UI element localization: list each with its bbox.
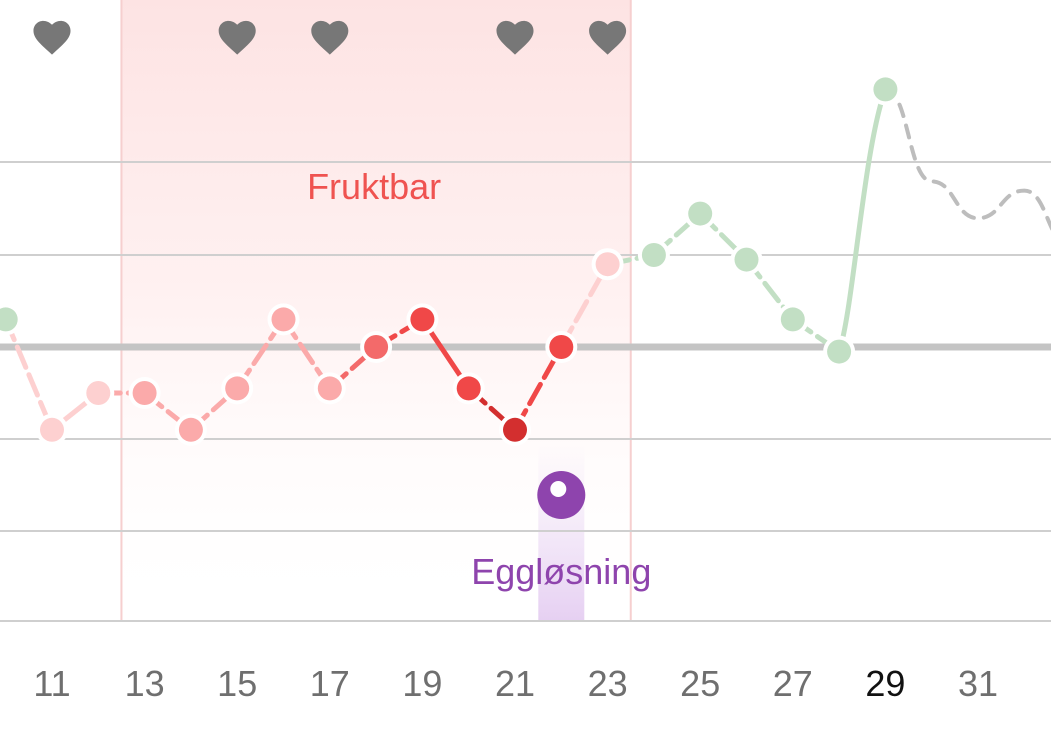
x-tick-label: 19	[402, 663, 442, 704]
heart-icon	[33, 20, 71, 55]
temperature-point	[225, 376, 250, 401]
temperature-point	[827, 339, 852, 364]
gridlines	[0, 161, 1051, 622]
temperature-point	[595, 252, 620, 277]
prediction-line	[883, 87, 1051, 231]
temperature-segment	[836, 86, 888, 355]
x-tick-label: 25	[680, 663, 720, 704]
x-tick-label: 23	[588, 663, 628, 704]
temperature-points	[0, 73, 902, 446]
x-tick-label: 27	[773, 663, 813, 704]
temperature-point	[456, 376, 481, 401]
x-tick-label: 29	[865, 663, 905, 704]
fertile-label: Fruktbar	[307, 166, 441, 207]
x-tick-label: 11	[33, 663, 70, 704]
prediction-curve	[883, 87, 1051, 231]
temperature-point	[549, 335, 574, 359]
temperature-point	[641, 243, 666, 267]
temperature-point	[86, 381, 111, 405]
ovulation-label: Eggløsning	[471, 551, 651, 592]
ovulation-marker	[537, 471, 586, 519]
temperature-point	[132, 381, 157, 405]
temperature-point	[734, 247, 759, 272]
x-axis-ticks: 11 13 15 17 19 21 23 25 27 29 31	[33, 663, 998, 704]
temperature-point	[364, 335, 389, 359]
x-tick-label: 31	[958, 663, 998, 704]
ovulation-icon-dot	[550, 481, 567, 497]
temperature-point	[0, 307, 18, 332]
temperature-point	[40, 417, 64, 442]
x-tick-label: 17	[310, 663, 350, 704]
temperature-point	[271, 307, 296, 332]
x-tick-label: 13	[125, 663, 165, 704]
temperature-point	[780, 307, 805, 332]
temperature-point	[873, 77, 898, 102]
temperature-point	[688, 201, 713, 226]
temperature-point	[410, 307, 435, 332]
temperature-point	[503, 417, 527, 442]
temperature-point	[317, 376, 342, 401]
x-tick-label: 15	[217, 663, 257, 704]
x-tick-label: 21	[495, 663, 535, 704]
temperature-point	[178, 417, 203, 442]
temperature-segment	[3, 316, 55, 433]
